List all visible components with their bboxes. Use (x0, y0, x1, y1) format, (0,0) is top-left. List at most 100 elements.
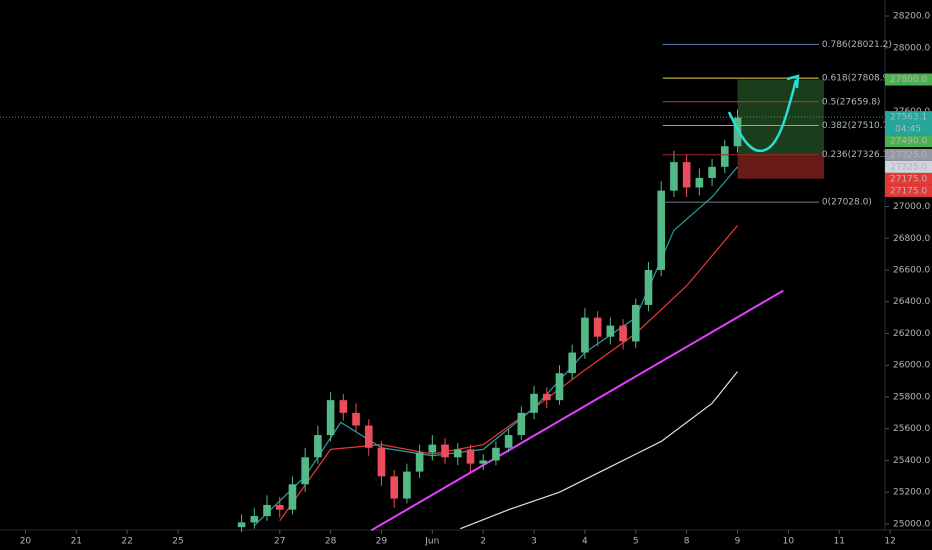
x-tick-label: 21 (71, 537, 82, 547)
x-tick-label: 8 (684, 537, 690, 547)
y-tick-label: 25600.0 (893, 424, 930, 434)
x-tick-label: 4 (582, 537, 588, 547)
x-tick-label: 20 (20, 537, 32, 547)
y-tick-label: 25400.0 (893, 456, 930, 466)
candle-body (441, 444, 449, 458)
indicator-line (460, 371, 738, 530)
fib-label: 0.382(27510.7) (822, 121, 892, 131)
candle-body (530, 393, 538, 413)
indicator-layer (253, 166, 784, 532)
candle-body (428, 444, 437, 453)
x-tick-label: 9 (735, 537, 741, 547)
countdown: 04:45 (895, 125, 921, 135)
candle-body (593, 317, 602, 337)
candle-body (263, 504, 271, 517)
y-tick-label: 25000.0 (893, 519, 930, 529)
candle-body (250, 516, 259, 523)
x-tick-label: 28 (325, 537, 337, 547)
candle-body (733, 117, 742, 147)
price-tag-label: 27325.0 (890, 162, 927, 172)
price-tag-label: 27175.0 (890, 174, 927, 184)
y-tick-label: 26800.0 (893, 234, 930, 244)
loss-zone (737, 154, 824, 179)
candle-body (288, 484, 297, 510)
candle-body (390, 476, 398, 499)
projection-arrowhead (786, 74, 800, 89)
indicator-line (253, 166, 738, 526)
candle-body (492, 447, 500, 461)
x-tick-label: 22 (121, 537, 132, 547)
candle-body (695, 177, 704, 188)
candle-body (352, 412, 360, 426)
candle-body (644, 270, 653, 305)
position-layer (737, 79, 824, 179)
x-tick-label: 2 (480, 537, 486, 547)
candle-body (314, 435, 322, 458)
candle-body (555, 373, 564, 401)
y-tick-label: 28000.0 (893, 43, 930, 53)
candle-body (517, 412, 526, 436)
price-tag (885, 135, 932, 148)
candle-body (657, 190, 666, 270)
candle-body (619, 325, 627, 342)
x-tick-label: 29 (376, 537, 388, 547)
candle-body (301, 457, 309, 485)
candle-body (377, 447, 386, 477)
price-tag-label: 27490.0 (890, 137, 927, 147)
y-tick-label: 26400.0 (893, 297, 930, 307)
candle-body (568, 352, 577, 374)
fib-label: 0.5(27659.8) (822, 97, 881, 107)
fib-label: 0.786(28021.2) (822, 40, 892, 50)
candle-body (504, 435, 513, 448)
indicator-line (370, 289, 784, 532)
candle-body (631, 304, 640, 342)
price-tag (885, 184, 932, 197)
x-tick-label: 5 (633, 537, 639, 547)
candle-body (326, 400, 335, 436)
candle-body (237, 522, 246, 528)
x-tick-label: 10 (783, 537, 795, 547)
y-tick-label: 25800.0 (893, 392, 930, 402)
y-tick-label: 26600.0 (893, 266, 930, 276)
x-tick-label: 27 (274, 537, 285, 547)
candle-body (479, 460, 488, 464)
x-tick-label: 3 (531, 537, 537, 547)
candle-body (670, 162, 678, 191)
candle-body (339, 400, 348, 413)
price-tag (885, 148, 932, 161)
candle-body (542, 393, 551, 401)
price-tag-label: 27175.0 (890, 186, 927, 196)
y-tick-label: 25200.0 (893, 488, 930, 498)
x-tick-label: 11 (833, 537, 844, 547)
candle-body (606, 325, 615, 337)
x-tick-label: 25 (172, 537, 183, 547)
axis-layer: 25000.0 25200.0 25400.0 25600.0 25800.0 26000… (20, 12, 932, 547)
price-tag (885, 111, 932, 136)
y-tick-label: 26200.0 (893, 329, 930, 339)
fib-label: 0.618(27808.9) (822, 74, 892, 84)
candle-body (403, 471, 411, 499)
fib-label: 0(27028.0) (822, 198, 872, 208)
candle-body (682, 162, 691, 188)
x-tick-label: Jun (424, 537, 439, 547)
price-tag-label: 27800.0 (890, 75, 927, 85)
price-tag-label: 27325.0 (890, 150, 927, 160)
price-tag (885, 160, 932, 173)
price-tag (885, 73, 932, 86)
projection-curve (727, 79, 798, 153)
candle-body (581, 317, 589, 353)
profit-zone (737, 79, 824, 155)
candle-body (708, 166, 716, 178)
candle-body (453, 449, 462, 458)
candle-body (364, 425, 373, 448)
x-tick-label: 12 (884, 537, 895, 547)
price-tag (885, 172, 932, 185)
y-tick-label: 28200.0 (893, 12, 930, 22)
price-tag-label: 27563.1 (890, 113, 927, 123)
y-tick-label: 27000.0 (893, 202, 930, 212)
fib-label: 0.236(27326.3) (822, 150, 892, 160)
fib-layer: 0.786(28021.2) 0.618(27808.9) 0.5(27659.8)… (662, 40, 892, 208)
candle-body (415, 452, 424, 472)
